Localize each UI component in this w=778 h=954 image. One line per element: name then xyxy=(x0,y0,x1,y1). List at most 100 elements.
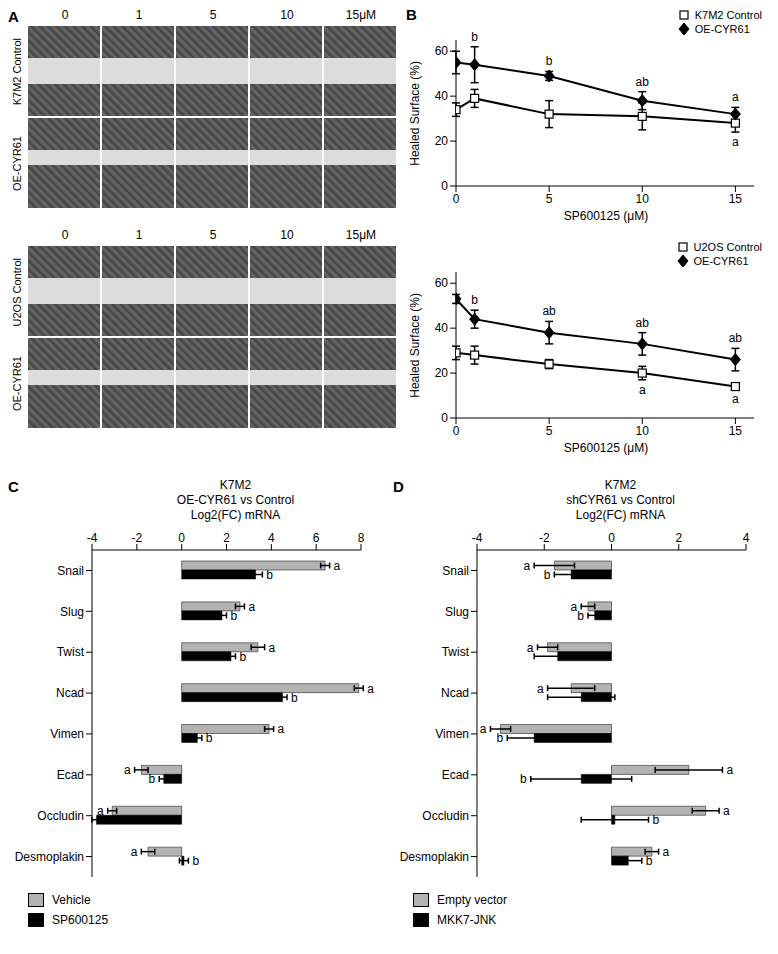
svg-text:ab: ab xyxy=(729,331,743,345)
svg-text:a: a xyxy=(523,559,530,573)
svg-text:a: a xyxy=(367,682,374,696)
svg-text:a: a xyxy=(334,559,341,573)
svg-text:-4: -4 xyxy=(87,531,98,545)
svg-text:0: 0 xyxy=(453,424,460,438)
svg-text:Occludin: Occludin xyxy=(422,809,469,823)
html-text:15μM: 15μM xyxy=(345,8,377,22)
svg-text:a: a xyxy=(131,845,138,859)
svg-text:b: b xyxy=(646,854,653,868)
svg-text:Ecad: Ecad xyxy=(442,768,469,782)
svg-text:20: 20 xyxy=(435,134,449,148)
svg-text:a: a xyxy=(527,641,534,655)
svg-text:a: a xyxy=(723,804,730,818)
svg-text:Desmoplakin: Desmoplakin xyxy=(400,850,469,864)
html-text:Empty vector: Empty vector xyxy=(437,893,507,907)
svg-text:Vimen: Vimen xyxy=(435,727,469,741)
html-text:15μM: 15μM xyxy=(345,228,377,242)
svg-text:Desmoplakin: Desmoplakin xyxy=(15,850,84,864)
svg-text:2: 2 xyxy=(223,531,230,545)
html-text:Log2(FC) mRNA: Log2(FC) mRNA xyxy=(190,508,281,522)
html-text:SP600125 (μM): SP600125 (μM) xyxy=(563,441,649,455)
svg-text:0: 0 xyxy=(178,531,185,545)
svg-text:6: 6 xyxy=(313,531,320,545)
svg-text:Twist: Twist xyxy=(442,645,470,659)
svg-text:a: a xyxy=(726,763,733,777)
svg-text:b: b xyxy=(266,568,273,582)
svg-text:4: 4 xyxy=(268,531,275,545)
svg-text:b: b xyxy=(471,30,478,44)
svg-text:0: 0 xyxy=(453,192,460,206)
svg-text:40: 40 xyxy=(435,89,449,103)
svg-text:b: b xyxy=(231,609,238,623)
svg-text:5: 5 xyxy=(546,192,553,206)
svg-text:Occludin: Occludin xyxy=(37,809,84,823)
svg-text:20: 20 xyxy=(435,366,449,380)
svg-text:2: 2 xyxy=(675,531,682,545)
svg-text:ab: ab xyxy=(636,75,650,89)
html-text:SP600125 (μM): SP600125 (μM) xyxy=(563,209,649,223)
svg-text:ab: ab xyxy=(636,316,650,330)
svg-text:15: 15 xyxy=(729,192,743,206)
svg-text:15: 15 xyxy=(729,424,743,438)
html-text:SP600125: SP600125 xyxy=(52,913,109,927)
svg-text:a: a xyxy=(278,722,285,736)
svg-text:a: a xyxy=(537,682,544,696)
svg-text:b: b xyxy=(652,813,659,827)
svg-text:b: b xyxy=(546,54,553,68)
html-text:OE-CYR61 vs Control: OE-CYR61 vs Control xyxy=(176,493,295,507)
svg-text:a: a xyxy=(97,804,104,818)
svg-text:a: a xyxy=(732,392,739,406)
svg-text:b: b xyxy=(291,691,298,705)
html-text:Vehicle: Vehicle xyxy=(52,893,91,907)
html-text:shCYR61 vs Control: shCYR61 vs Control xyxy=(566,493,675,507)
svg-text:60: 60 xyxy=(435,44,449,58)
svg-text:a: a xyxy=(269,641,276,655)
svg-text:-2: -2 xyxy=(131,531,142,545)
svg-text:a: a xyxy=(732,90,739,104)
svg-text:a: a xyxy=(639,383,646,397)
svg-text:Vimen: Vimen xyxy=(50,727,84,741)
html-text:10: 10 xyxy=(280,8,294,22)
svg-text:Ncad: Ncad xyxy=(56,686,84,700)
svg-text:8: 8 xyxy=(358,531,365,545)
svg-text:b: b xyxy=(192,854,199,868)
html-text:10: 10 xyxy=(280,228,294,242)
svg-text:Slug: Slug xyxy=(60,605,84,619)
svg-text:Twist: Twist xyxy=(57,645,85,659)
html-text:Healed Surface (%): Healed Surface (%) xyxy=(408,60,422,166)
html-text:K7M2: K7M2 xyxy=(604,478,637,492)
svg-text:-4: -4 xyxy=(472,531,483,545)
svg-text:4: 4 xyxy=(743,531,750,545)
svg-text:0: 0 xyxy=(608,531,615,545)
svg-text:Snail: Snail xyxy=(442,564,469,578)
svg-text:a: a xyxy=(124,763,131,777)
html-text:Log2(FC) mRNA: Log2(FC) mRNA xyxy=(575,508,666,522)
svg-text:a: a xyxy=(248,600,255,614)
svg-text:a: a xyxy=(663,845,670,859)
svg-text:0: 0 xyxy=(441,411,448,425)
svg-text:b: b xyxy=(497,731,504,745)
svg-text:b: b xyxy=(206,731,213,745)
svg-text:Slug: Slug xyxy=(445,605,469,619)
svg-text:a: a xyxy=(480,722,487,736)
svg-text:60: 60 xyxy=(435,276,449,290)
svg-text:a: a xyxy=(732,135,739,149)
svg-text:40: 40 xyxy=(435,321,449,335)
svg-text:ab: ab xyxy=(542,304,556,318)
svg-text:b: b xyxy=(520,772,527,786)
svg-text:10: 10 xyxy=(636,192,650,206)
html-text:Healed Surface (%): Healed Surface (%) xyxy=(408,292,422,398)
svg-text:0: 0 xyxy=(441,179,448,193)
svg-text:-2: -2 xyxy=(539,531,550,545)
svg-text:Snail: Snail xyxy=(57,564,84,578)
svg-text:b: b xyxy=(149,772,156,786)
html-text:K7M2: K7M2 xyxy=(219,478,252,492)
svg-text:Ncad: Ncad xyxy=(441,686,469,700)
svg-text:b: b xyxy=(577,609,584,623)
svg-text:b: b xyxy=(239,650,246,664)
svg-text:b: b xyxy=(544,568,551,582)
svg-text:5: 5 xyxy=(546,424,553,438)
svg-text:b: b xyxy=(471,293,478,307)
svg-text:10: 10 xyxy=(636,424,650,438)
svg-text:Ecad: Ecad xyxy=(57,768,84,782)
